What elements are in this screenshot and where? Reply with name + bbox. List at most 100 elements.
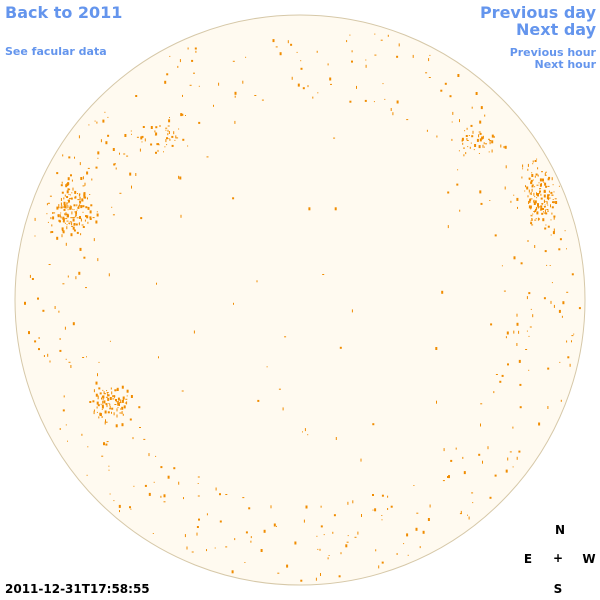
facula-mark (548, 194, 551, 196)
facula-mark (491, 149, 493, 153)
facula-mark (80, 177, 83, 180)
back-to-year-link[interactable]: Back to 2011 (5, 3, 123, 22)
facula-mark (155, 455, 157, 457)
facula-mark (571, 340, 572, 343)
facula-mark (101, 404, 104, 406)
facula-mark (60, 198, 62, 201)
facula-mark (24, 301, 26, 305)
facula-mark (561, 315, 563, 318)
facula-mark (412, 54, 414, 58)
facula-mark (320, 573, 321, 576)
facula-mark (97, 258, 99, 262)
facula-mark (62, 409, 65, 412)
facula-mark (261, 99, 264, 101)
facula-mark (118, 401, 119, 403)
facula-mark (478, 134, 480, 138)
facula-mark (57, 207, 60, 209)
facula-mark (540, 183, 542, 187)
facula-mark (50, 231, 52, 234)
facula-mark (62, 217, 65, 220)
facula-mark (347, 501, 349, 505)
previous-day-link[interactable]: Previous day (479, 3, 596, 22)
facula-mark (272, 39, 275, 43)
facula-mark (525, 185, 526, 188)
next-day-link[interactable]: Next day (516, 20, 596, 39)
facula-mark (95, 393, 98, 397)
facula-mark (544, 209, 546, 213)
facula-mark (141, 141, 143, 143)
facula-mark (178, 128, 180, 130)
facula-mark (566, 248, 567, 250)
facula-mark (447, 225, 449, 229)
facula-mark (67, 205, 69, 209)
facula-mark (529, 193, 532, 195)
facula-mark (447, 191, 450, 194)
facula-mark (428, 58, 430, 62)
facula-mark (225, 546, 228, 548)
facula-mark (507, 363, 509, 366)
facula-mark (536, 193, 538, 196)
facula-mark (245, 56, 247, 58)
facula-mark (550, 300, 552, 304)
facula-mark (164, 80, 167, 84)
facula-mark (352, 500, 354, 504)
facula-mark (119, 510, 120, 513)
facula-mark (302, 87, 305, 90)
facula-mark (559, 361, 561, 363)
facula-mark (70, 197, 73, 200)
facula-mark (530, 182, 533, 185)
facula-mark (160, 466, 163, 469)
facula-mark (465, 135, 468, 137)
facula-mark (82, 176, 84, 180)
facula-mark (72, 187, 74, 191)
facula-mark (183, 497, 184, 500)
facula-mark (197, 495, 200, 497)
facula-mark (538, 422, 541, 426)
facula-mark (485, 143, 487, 145)
facula-mark (112, 148, 115, 151)
facula-mark (63, 201, 66, 205)
facula-mark (484, 114, 486, 117)
facula-mark (545, 224, 547, 226)
facula-mark (83, 193, 86, 197)
facula-mark (160, 495, 162, 498)
facula-mark (119, 152, 120, 155)
facula-mark (106, 390, 108, 392)
facula-mark (47, 202, 50, 204)
facula-mark (107, 411, 110, 414)
facula-mark (69, 194, 71, 196)
facula-mark (131, 185, 132, 189)
facula-mark (65, 218, 68, 220)
facula-mark (528, 189, 530, 193)
facula-mark (140, 136, 143, 140)
facula-mark (406, 533, 409, 537)
facula-mark (578, 307, 581, 310)
facula-mark (37, 297, 39, 300)
facula-mark (349, 100, 352, 103)
next-hour-link[interactable]: Next hour (534, 58, 597, 71)
facula-mark (300, 60, 302, 62)
facula-mark (532, 213, 534, 215)
facula-mark (345, 544, 348, 548)
facula-mark (260, 549, 263, 552)
facula-mark (126, 155, 129, 157)
previous-hour-link[interactable]: Previous hour (509, 46, 596, 59)
facula-mark (153, 481, 155, 483)
facula-mark (553, 304, 555, 308)
facula-mark (531, 224, 534, 226)
facula-mark (218, 82, 220, 86)
facula-mark (103, 442, 105, 446)
facula-mark (459, 209, 461, 212)
facula-mark (116, 408, 118, 412)
facula-mark (66, 202, 69, 204)
facula-mark (62, 229, 63, 232)
facula-mark (541, 171, 543, 173)
see-facular-data-link[interactable]: See facular data (5, 45, 107, 58)
facula-mark (66, 224, 68, 226)
facula-mark (81, 198, 84, 202)
facula-mark (527, 240, 529, 242)
facula-mark (150, 143, 153, 146)
facula-mark (105, 396, 108, 398)
facula-mark (58, 310, 60, 313)
